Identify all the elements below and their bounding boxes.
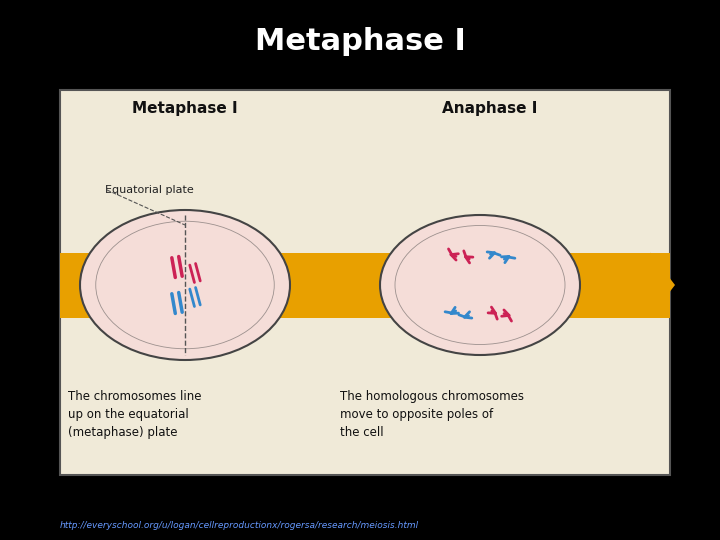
Text: Equatorial plate: Equatorial plate bbox=[105, 185, 194, 195]
FancyBboxPatch shape bbox=[60, 90, 670, 475]
Polygon shape bbox=[650, 253, 675, 318]
Text: http://everyschool.org/u/logan/cellreproductionx/rogersa/research/meiosis.html: http://everyschool.org/u/logan/cellrepro… bbox=[60, 521, 419, 530]
Text: Metaphase I: Metaphase I bbox=[255, 28, 465, 57]
FancyBboxPatch shape bbox=[60, 253, 650, 318]
Text: The homologous chromosomes
move to opposite poles of
the cell: The homologous chromosomes move to oppos… bbox=[340, 390, 524, 439]
FancyBboxPatch shape bbox=[60, 253, 670, 318]
Text: The chromosomes line
up on the equatorial
(metaphase) plate: The chromosomes line up on the equatoria… bbox=[68, 390, 202, 439]
Ellipse shape bbox=[80, 210, 290, 360]
Text: Metaphase I: Metaphase I bbox=[132, 100, 238, 116]
Ellipse shape bbox=[380, 215, 580, 355]
Text: Anaphase I: Anaphase I bbox=[442, 100, 538, 116]
